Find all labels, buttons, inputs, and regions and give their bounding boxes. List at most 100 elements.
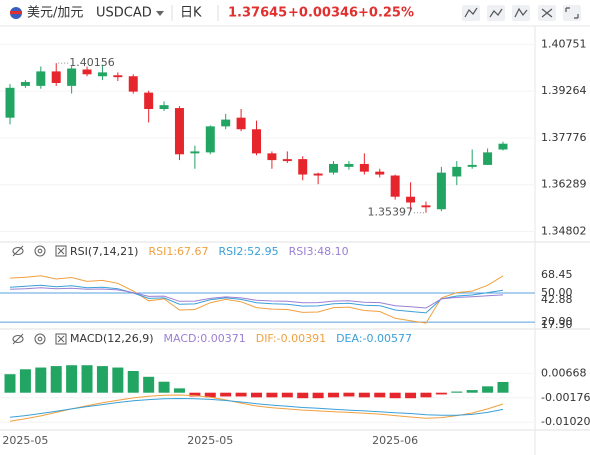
histogram-bar [312, 392, 324, 399]
y-tick-label: 1.40751 [541, 37, 587, 50]
candle-body [159, 105, 169, 110]
y-tick-label: 42.88 [541, 293, 573, 306]
candle-body [144, 92, 154, 110]
high-annotation: 1.40156 [69, 56, 115, 69]
histogram-bar [19, 369, 31, 393]
histogram-bar [297, 392, 309, 399]
indicator-line [9, 284, 504, 314]
candle-body [329, 163, 339, 173]
histogram-bar [66, 365, 78, 393]
candle-body [51, 71, 61, 83]
indicator-line [9, 394, 504, 422]
y-tick-label: 1.36289 [541, 178, 587, 191]
histogram-bar [374, 392, 386, 398]
histogram-bar [112, 367, 124, 393]
candle-body [252, 129, 261, 154]
candle-body [36, 71, 46, 86]
histogram-bar [482, 386, 494, 393]
indicator-title: MACD(12,26,9) [70, 332, 154, 345]
histogram-bar [328, 392, 340, 398]
close-icon[interactable] [55, 245, 67, 257]
candle-body [113, 75, 123, 78]
toolbar-button[interactable] [487, 5, 505, 21]
histogram-bar [173, 388, 185, 393]
histogram-bar [235, 392, 247, 397]
y-tick-label: -0.01020 [541, 415, 590, 428]
last-price: 1.37645 [228, 6, 287, 21]
settings-icon[interactable] [34, 333, 46, 345]
candle-body [359, 163, 369, 172]
price-change-pct: +0.25% [358, 6, 414, 21]
candle-body [174, 108, 184, 155]
candle-body [467, 164, 477, 167]
indicator-line [9, 397, 504, 418]
candle-body [205, 126, 215, 153]
price-change: +0.00346 [288, 6, 358, 21]
candle-body [67, 68, 77, 86]
candle-body [221, 119, 231, 127]
symbol-code[interactable]: USDCAD [96, 6, 152, 21]
histogram-bar [189, 392, 201, 397]
candle-body [421, 205, 431, 208]
histogram-bar [466, 390, 478, 393]
histogram-bar [405, 392, 417, 399]
candle-body [375, 171, 385, 175]
symbol-name[interactable]: 美元/加元 [27, 6, 83, 21]
histogram-bar [435, 392, 447, 395]
candle-body [483, 152, 493, 165]
y-tick-label: 1.34802 [541, 224, 587, 237]
histogram-bar [50, 366, 62, 393]
candle-body [190, 151, 200, 154]
hide-icon[interactable] [12, 245, 24, 257]
candle-body [282, 159, 292, 162]
legend-entry: RSI2:52.95 [219, 245, 279, 258]
histogram-bar [389, 392, 401, 399]
toolbar-button[interactable] [538, 5, 556, 21]
legend-entry: RSI3:48.10 [289, 245, 349, 258]
toolbar-button[interactable] [563, 5, 581, 21]
candle-body [313, 173, 323, 176]
candle-body [97, 72, 107, 77]
histogram-bar [358, 392, 370, 398]
x-tick-label: 2025-05 [2, 434, 48, 447]
legend-entry: MACD:0.00371 [164, 332, 246, 345]
low-annotation: 1.35397 [367, 206, 413, 219]
candle-body [128, 76, 138, 92]
histogram-bar [343, 392, 355, 397]
histogram-bar [204, 392, 216, 398]
histogram-bar [158, 381, 170, 393]
histogram-bar [420, 392, 432, 398]
y-tick-label: 1.37776 [541, 131, 587, 144]
histogram-bar [96, 366, 108, 393]
legend-entry: DEA:-0.00577 [336, 332, 412, 345]
toolbar-button[interactable] [512, 5, 530, 21]
candle-body [5, 87, 15, 118]
candle-body [82, 69, 92, 75]
histogram-bar [451, 391, 463, 393]
histogram-bar [4, 374, 16, 393]
candle-body [390, 175, 400, 197]
y-tick-label: 50.00 [541, 286, 573, 299]
x-tick-label: 2025-05 [187, 434, 233, 447]
indicator-line [9, 275, 504, 324]
candle-body [20, 82, 30, 86]
legend-entry: DIF:-0.00391 [256, 332, 326, 345]
histogram-bar [497, 381, 509, 393]
indicator-title: RSI(7,14,21) [70, 245, 138, 258]
symbol-caret[interactable] [156, 11, 164, 16]
hide-icon[interactable] [12, 333, 24, 345]
histogram-bar [220, 392, 232, 397]
close-icon[interactable] [55, 333, 67, 345]
candle-body [298, 159, 308, 175]
candle-body [236, 117, 246, 130]
histogram-bar [81, 365, 93, 393]
histogram-bar [251, 392, 262, 398]
settings-icon[interactable] [34, 245, 46, 257]
toolbar-button[interactable] [462, 5, 480, 21]
flag-stripe [10, 11, 22, 14]
interval[interactable]: 日K [180, 6, 202, 21]
candle-body [406, 196, 416, 203]
y-tick-label: 0.00668 [541, 366, 587, 379]
histogram-bar [143, 376, 155, 393]
